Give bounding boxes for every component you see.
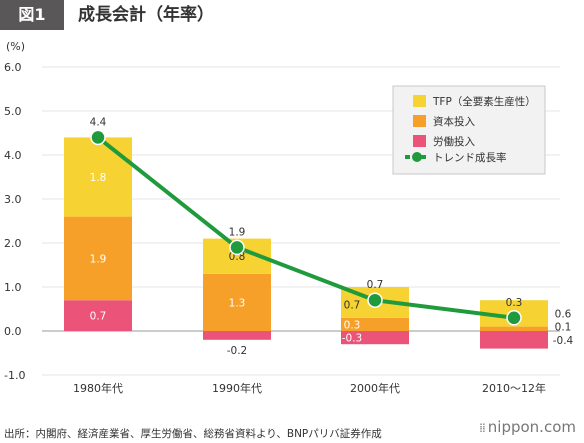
legend-label: トレンド成長率 <box>433 151 507 164</box>
nippon-logo: ⁞⁞ nippon.com <box>479 418 576 436</box>
legend-swatch-tfp <box>413 95 426 107</box>
legend-swatch-capital <box>413 115 426 127</box>
bar-segment-capital <box>341 317 409 331</box>
data-label-capital: 1.3 <box>229 297 246 309</box>
figure-label: 図1 <box>0 0 64 30</box>
logo-text: nippon.com <box>487 418 576 436</box>
y-tick-label: 5.0 <box>4 105 22 118</box>
data-label-tfp: 1.8 <box>90 172 107 184</box>
trend-point <box>229 239 245 256</box>
trend-point <box>90 129 106 146</box>
y-tick-label: -1.0 <box>4 369 25 382</box>
x-tick-label: 1990年代 <box>212 381 262 395</box>
source-note: 出所：内閣府、経済産業省、厚生労働省、総務省資料より、BNPパリバ証券作成 <box>4 428 382 440</box>
legend-label: 労働投入 <box>433 135 475 148</box>
trend-point <box>506 310 522 326</box>
trend-label: 4.4 <box>90 116 107 128</box>
data-label-labor: -0.2 <box>227 345 248 357</box>
x-tick-label: 1980年代 <box>73 381 123 395</box>
data-label-capital: 0.1 <box>555 322 572 334</box>
legend-swatch-trend-point <box>412 152 422 162</box>
trend-label: 1.9 <box>229 226 246 238</box>
trend-label: 0.7 <box>367 279 384 291</box>
data-label-tfp: 0.8 <box>229 251 246 263</box>
chart-title: 成長会計（年率） <box>78 5 214 25</box>
legend-label: 資本投入 <box>433 115 475 128</box>
y-tick-label: 3.0 <box>4 193 22 206</box>
bar-segment-labor <box>341 331 409 345</box>
logo-dots-icon: ⁞⁞ <box>479 421 486 435</box>
bar-segment-labor <box>203 331 271 340</box>
bar-segment-labor <box>64 300 132 331</box>
legend-swatch-labor <box>413 135 426 147</box>
data-label-labor: -0.4 <box>553 335 574 347</box>
y-tick-label: 4.0 <box>4 149 22 162</box>
data-label-tfp: 0.6 <box>555 308 572 320</box>
bar-segment-capital <box>203 273 271 331</box>
y-tick-label: 2.0 <box>4 237 22 250</box>
data-label-labor: 0.7 <box>90 311 107 323</box>
y-tick-label: 1.0 <box>4 281 22 294</box>
trend-label: 0.3 <box>506 297 523 309</box>
bar-segment-tfp <box>64 137 132 217</box>
bar-segment-capital <box>64 216 132 301</box>
trend-line <box>96 135 515 320</box>
bar-segment-capital <box>480 326 548 331</box>
bar-segment-labor <box>480 331 548 349</box>
legend-label: TFP（全要素生産性） <box>432 95 536 108</box>
y-axis-unit: (%) <box>6 40 25 53</box>
x-tick-label: 2010～12年 <box>482 381 546 395</box>
trend-point <box>367 292 383 308</box>
x-tick-label: 2000年代 <box>350 381 400 395</box>
data-label-capital: 1.9 <box>90 253 107 265</box>
data-label-capital: 0.3 <box>344 319 361 331</box>
data-label-labor: -0.3 <box>342 333 363 345</box>
chart-header: 図1 成長会計（年率） <box>0 0 584 30</box>
y-tick-label: 6.0 <box>4 61 22 74</box>
y-tick-label: 0.0 <box>4 325 22 338</box>
data-label-tfp: 0.7 <box>344 300 361 312</box>
